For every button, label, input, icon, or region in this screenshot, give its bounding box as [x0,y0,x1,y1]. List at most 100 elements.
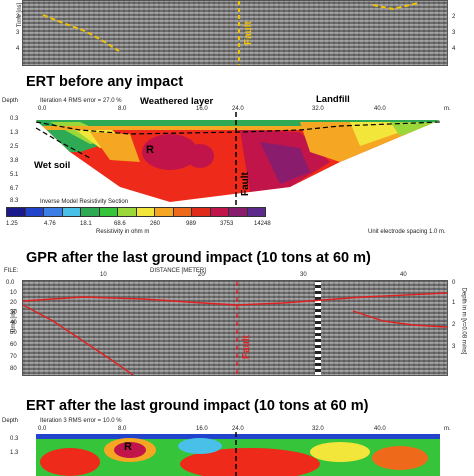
gpr-after-section: Fault [22,280,448,376]
ert-before-x-tick: 40.0 [374,106,386,112]
legend-value: 1.25 [6,221,18,227]
legend-value: 14248 [254,221,271,227]
gpr-after-title: GPR after the last ground impact (10 ton… [26,250,371,266]
ert-before-x-tick: 8.0 [118,106,127,112]
ert-after-iteration: Iteration 3 RMS error = 10.0 % [40,418,122,424]
r-label-before: R [146,144,154,156]
gpr-after-left-tick: 60 [10,342,17,348]
gpr-after-x-tick: 30 [300,272,307,278]
legend-unit: Resistivity in ohm m [96,229,150,235]
legend-swatch [191,207,211,217]
gpr-after-x-tick: 40 [400,272,407,278]
legend-value: 18.1 [80,221,92,227]
gpr-after-x-tick: 20 [198,272,205,278]
ert-before-depth-tick: 5.1 [10,172,19,178]
legend-swatch [24,207,44,217]
ert-before-right-deep [260,142,310,184]
legend-swatch [61,207,81,217]
ert-before-x-unit: m. [444,106,451,112]
ert-after-center-red [180,448,320,476]
gpr-after-left-tick: 10 [10,290,17,296]
ert-after-x-tick: 32.0 [312,426,324,432]
legend-swatch [246,207,266,217]
weathered-layer-line [35,121,441,135]
ert-after-left-red [40,448,100,476]
gpr-top-left-tick: 4 [16,46,20,52]
ert-before-depth-tick: 8.3 [10,198,19,204]
ert-after-depth-label: Depth [2,418,19,424]
fault-label-ert-before: Fault [240,172,251,196]
legend-swatch [80,207,100,217]
gpr-after-right-tick: 2 [452,322,456,328]
legend-value: 3753 [220,221,234,227]
fault-label-top: Fault [243,21,254,45]
gpr-after-right-tick: 0 [452,280,456,286]
legend-value: 989 [186,221,197,227]
ert-before-r-body-2 [186,144,214,168]
gpr-top-overlay [42,1,419,65]
ert-before-x-tick: 16.0 [196,106,208,112]
wet-soil-line [35,127,91,159]
ert-before-left-orange [90,132,140,162]
ert-after-top-blue [36,434,440,439]
legend-value: 68.6 [114,221,126,227]
ert-before-depth-label: Depth [2,98,19,104]
ert-before-depth-tick: 6.7 [10,186,19,192]
gpr-after-left-tick: 70 [10,354,17,360]
weathered-layer-label: Weathered layer [140,96,214,107]
ert-before-section [35,112,441,208]
gpr-after-x-tick: 10 [100,272,107,278]
gpr-after-left-tick: 0.0 [6,280,15,286]
ert-before-orange-band [36,126,440,130]
gpr-after-left-tick: 30 [10,310,17,316]
gpr-after-left-tick: 20 [10,300,17,306]
gpr-after-header-left: FILE: [4,268,19,274]
ert-before-depth-tick: 2.5 [10,144,19,150]
gpr-after-right-tick: 3 [452,344,456,350]
ert-before-x-tick: 24.0 [232,106,244,112]
gpr-top-right-tick: 3 [452,30,456,36]
fault-label-gpr-after: Fault [241,335,252,359]
ert-after-x-tick: 16.0 [196,426,208,432]
yellow-reflector-left [42,14,120,52]
gpr-top-section: Fault [22,0,448,66]
ert-after-cyan-patch [178,438,222,454]
ert-before-iteration: Iteration 4 RMS error = 27.0 % [40,98,122,104]
legend-swatch [43,207,63,217]
ert-before-depth-tick: 1.3 [10,130,19,136]
ert-after-section [36,432,440,476]
legend-swatch [6,207,26,217]
ert-after-x-tick: 8.0 [118,426,127,432]
gpr-top-left-tick: 2 [16,14,20,20]
gpr-after-header-mid: DISTANCE [METER] [150,268,206,274]
landfill-label: Landfill [316,94,350,105]
ert-before-depth-tick: 3.8 [10,158,19,164]
legend-swatch [228,207,248,217]
gpr-top-right-tick: 4 [452,46,456,52]
gpr-top-left-tick: 3 [16,30,20,36]
ert-before-top-green [36,120,440,126]
legend-swatch [209,207,229,217]
legend-title: Inverse Model Resistivity Section [40,199,129,205]
legend-value: 260 [150,221,161,227]
ert-before-x-tick: 0.0 [38,106,47,112]
legend-swatch [154,207,174,217]
legend-value: 4.76 [44,221,56,227]
red-reflector-lower-right [352,310,447,328]
legend-swatch [172,207,192,217]
gpr-after-left-axis-label: Time [ns] [11,308,18,334]
gpr-after-left-tick: 50 [10,330,17,336]
ert-after-x-tick: 40.0 [374,426,386,432]
ert-before-r-body [142,134,198,170]
ert-after-depth-tick: 0.3 [10,436,19,442]
ert-after-r-core [114,442,146,458]
ert-after-title: ERT after the last ground impact (10 ton… [26,398,369,414]
gpr-after-overlay [23,281,447,375]
gpr-top-right-tick: 2 [452,14,456,20]
ert-before-depth-tick: 0.3 [10,116,19,122]
ert-after-x-unit: m. [444,426,451,432]
gpr-after-left-tick: 40 [10,320,17,326]
gpr-after-right-axis-label: Depth in m [v=0.08 m/ns] [460,287,467,355]
gpr-after-left-tick: 80 [10,366,17,372]
wet-soil-label: Wet soil [34,160,71,171]
